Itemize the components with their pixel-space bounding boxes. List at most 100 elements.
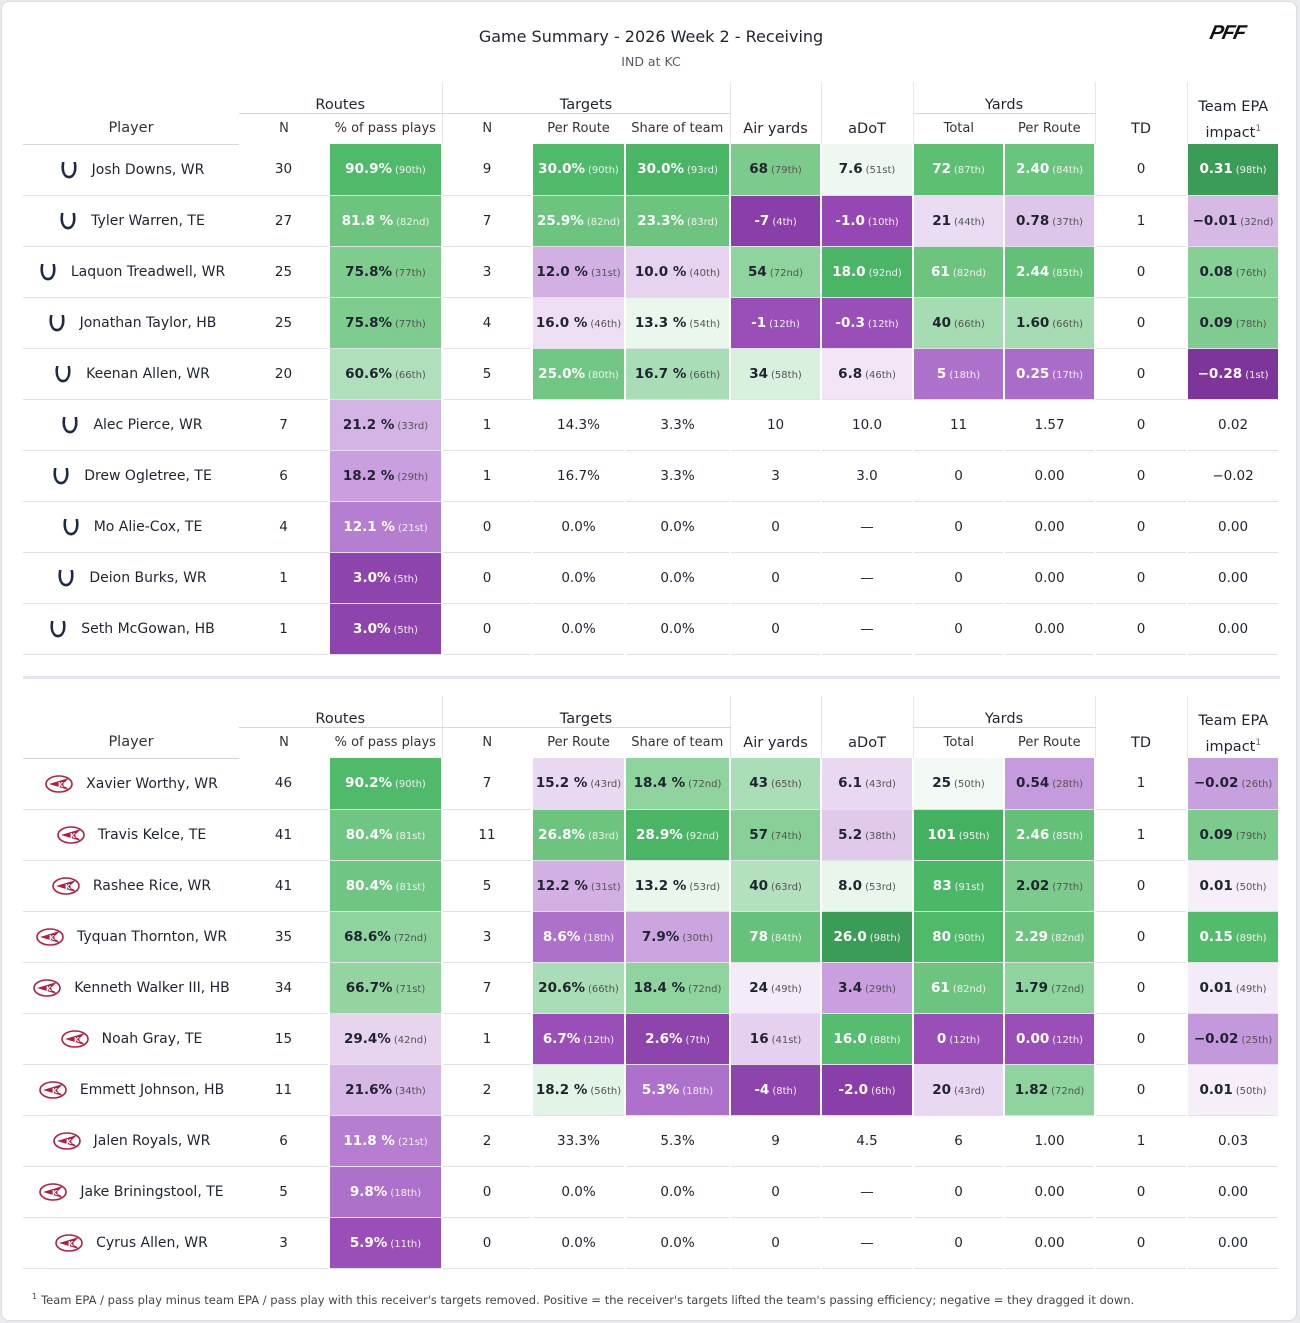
adot-value: — [860,620,874,637]
adot-cell: 3.4 (29th) [820,962,915,1014]
yards-per-route-cell: 1.82 (72nd) [1003,1064,1097,1116]
team-epa-header: Team EPA impact1 [1186,696,1280,758]
colts-horseshoe-icon [52,365,86,382]
per-route-value: 0.0% [561,1234,596,1251]
pct-pass-plays-header: % of pass plays [334,121,436,137]
table-row: Keenan Allen, WR 20 60.6% (66th) 5 25.0% (80th… [23,348,1300,400]
share-of-team-value: 5.3% [641,1081,680,1098]
player-cell: KC Cyrus Allen, WR [23,1217,239,1269]
svg-text:KC: KC [70,832,80,840]
per-route-cell: 30.0% (90th) [531,144,626,196]
yards-total-percentile: (43rd) [954,1085,985,1097]
routes-n-cell: 27 [239,195,329,247]
yards-per-route-value: 1.79 [1014,979,1049,996]
yards-total-value: 0 [954,467,963,484]
chiefs-arrowhead-icon: KC [54,1233,96,1252]
share-of-team-cell: 5.3% [623,1115,732,1167]
per-route-percentile: (12th) [583,1034,615,1046]
team-epa-cell: 0.15 (89th) [1186,911,1281,963]
per-route-header: Per Route [547,121,610,137]
air-yards-percentile: (65th) [771,779,802,791]
per-route-value: 25.0% [538,365,586,382]
adot-cell: 4.5 [820,1115,915,1167]
yards-total-header: Total [912,727,1005,758]
team-epa-cell: −0.02 [1186,450,1281,502]
player-cell: KC Kenneth Walker III, HB [23,962,239,1014]
pct-pass-plays-percentile: (21st) [397,522,428,534]
share-of-team-cell: 13.2 % (53rd) [623,860,732,912]
routes-n-cell: 30 [239,144,329,196]
adot-value: 8.0 [838,877,863,894]
svg-text:KC: KC [66,1138,76,1146]
yards-total-cell: 83 (91st) [912,860,1006,912]
pct-pass-plays-value: 29.4% [343,1030,391,1047]
yards-total-cell: 21 (44th) [912,195,1006,247]
routes-n-header: N [279,121,289,137]
table-row: Alec Pierce, WR 7 21.2 % (33rd) 1 14.3% 3.3% 10… [23,399,1300,451]
player-header: Player [23,113,239,145]
share-of-team-header: Share of team [631,121,724,137]
pct-pass-plays-value: 3.0% [353,620,391,637]
table-row: Mo Alie-Cox, TE 4 12.1 % (21st) 0 0.0% 0.0% 0—0… [23,501,1300,553]
pct-pass-plays-percentile: (33rd) [397,420,429,432]
yards-per-route-cell: 0.00 [1003,603,1097,655]
yards-per-route-value: 0.00 [1034,467,1065,484]
adot-cell: 10.0 [820,399,915,451]
pct-pass-plays-value: 81.8 % [341,212,394,229]
pct-pass-plays-cell: 3.0% (5th) [328,552,443,604]
air-yards-header: Air yards [729,727,822,758]
player-name: Deion Burks, WR [89,569,207,586]
chiefs-arrowhead-icon: KC [51,876,93,895]
air-yards-percentile: (84th) [771,932,802,944]
per-route-cell: 20.6% (66th) [531,962,626,1014]
share-of-team-value: 18.4 % [633,979,686,996]
adot-cell: 8.0 (53rd) [820,860,915,912]
yards-group-header: Yards [912,82,1096,114]
pct-pass-plays-percentile: (34th) [395,1085,426,1097]
adot-percentile: (38th) [865,830,896,842]
air-yards-cell: 10 [729,399,823,451]
routes-n-cell: 35 [239,911,329,963]
targets-n-cell: 5 [442,348,532,400]
team-epa-value: 0.03 [1218,1132,1249,1149]
air-yards-cell: 0 [729,501,823,553]
air-yards-value: 40 [749,877,769,894]
table-row: KC Cyrus Allen, WR 3 5.9% (11th) 0 0.0% 0.0% 0—0… [23,1217,1300,1269]
yards-per-route-cell: 0.00 [1003,501,1097,553]
yards-per-route-value: 2.02 [1015,877,1050,894]
team-epa-percentile: (49th) [1235,983,1267,995]
share-of-team-percentile: (30th) [682,932,714,944]
adot-value: — [860,1234,874,1251]
yards-per-route-cell: 2.44 (85th) [1003,246,1097,298]
pct-pass-plays-percentile: (66th) [395,369,426,381]
table-row: KC Jake Briningstool, TE 5 9.8% (18th) 0 0.0% 0… [23,1166,1300,1218]
share-of-team-value: 5.3% [660,1132,695,1149]
share-of-team-percentile: (72nd) [688,983,722,995]
team-epa-value: 0.01 [1199,877,1233,894]
player-cell: Deion Burks, WR [23,552,239,604]
yards-total-percentile: (82nd) [952,267,987,279]
adot-value: 16.0 [833,1030,867,1047]
table-row: Drew Ogletree, TE 6 18.2 % (29th) 1 16.7% 3.3%… [23,450,1300,502]
yards-per-route-cell: 0.00 [1003,1166,1097,1218]
td-cell: 0 [1095,1217,1188,1269]
adot-header: aDoT [820,113,914,144]
per-route-percentile: (90th) [588,165,619,177]
share-of-team-value: 0.0% [660,569,695,586]
yards-per-route-cell: 0.00 [1003,450,1097,502]
air-yards-cell: 68 (79th) [729,144,823,196]
air-yards-value: 43 [749,775,769,792]
per-route-value: 14.3% [557,416,600,433]
td-cell: 0 [1095,1013,1188,1065]
team-epa-percentile: (98th) [1235,165,1267,177]
page-title: Game Summary - 2026 Week 2 - Receiving [478,27,824,46]
yards-per-route-value: 0.00 [1015,1030,1050,1047]
air-yards-percentile: (72nd) [769,267,804,279]
svg-text:KC: KC [46,985,56,993]
targets-n-header: N [441,113,532,144]
yards-total-value: 83 [932,877,952,894]
team-epa-value: −0.28 [1197,365,1243,382]
pct-pass-plays-percentile: (77th) [395,318,426,330]
air-yards-cell: 54 (72nd) [729,246,823,298]
player-cell: KC Rashee Rice, WR [23,860,239,912]
